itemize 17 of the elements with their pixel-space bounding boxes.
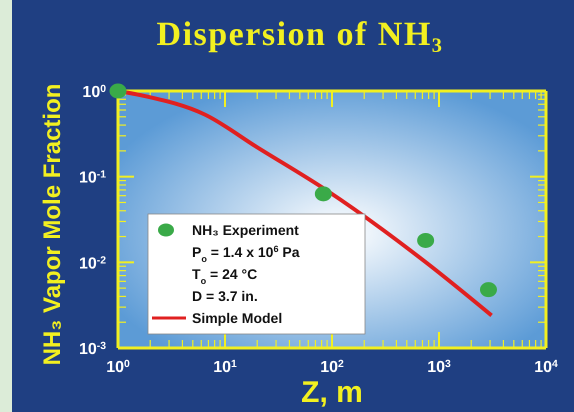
x-tick-label: 10$^{3}$ <box>427 358 452 376</box>
x-tick-label: 10$^{4}$ <box>534 358 558 376</box>
annotation: D = 3.7 in. <box>192 288 258 304</box>
y-tick-label: 10$^{-2}$ <box>78 254 106 272</box>
y-tick-label: 10$^{-1}$ <box>78 169 106 187</box>
y-axis-title: NH₃ Vapor Mole Fraction <box>39 84 66 366</box>
y-tick-label: 10$^{0}$ <box>82 84 106 101</box>
y-tick-label: 10$^{-3}$ <box>78 340 106 358</box>
x-tick-label: 10$^{1}$ <box>213 358 238 376</box>
legend-label: NH₃ Experiment <box>192 222 300 238</box>
x-tick-label: 10$^{2}$ <box>320 358 344 376</box>
x-tick-label: 10$^{0}$ <box>106 358 130 376</box>
annotation: P$_{o}$ = 1.4 x 10$^{6}$ Pa <box>192 244 300 264</box>
annotation: T$_{o}$ = 24 °C <box>192 266 258 286</box>
legend-label: Simple Model <box>192 310 282 326</box>
chart-title: Dispersion of NH₃ <box>156 16 444 53</box>
x-axis-title: Z, m <box>301 376 363 409</box>
